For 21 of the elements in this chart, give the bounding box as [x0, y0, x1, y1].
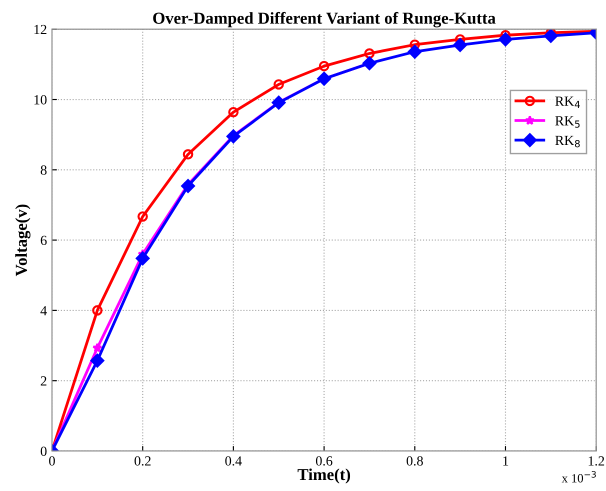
chart-title: Over-Damped Different Variant of Runge-Kutta: [153, 12, 496, 28]
y-tick-label: 6: [40, 236, 47, 246]
y-tick-label: 0: [40, 446, 47, 456]
y-tick-label: 10: [34, 95, 47, 104]
y-tick-label: 4: [40, 306, 47, 316]
legend-label: RK$_{4}$: [555, 96, 580, 108]
x-tick-label: 0.6: [316, 456, 332, 466]
x-tick-label: 0.4: [225, 456, 242, 466]
y-axis-title: Voltage(v): [15, 204, 30, 276]
text: x 10$^{−3}$: [562, 471, 596, 482]
y-tick-label: 8: [40, 165, 47, 175]
legend-label: RK$_{5}$: [555, 116, 580, 128]
x-tick-label: 0.2: [134, 456, 151, 466]
legend-label: RK$_{8}$: [555, 136, 580, 148]
y-tick-label: 2: [40, 376, 46, 386]
x-tick-label: 0.8: [406, 456, 423, 466]
x-tick-label: 1: [503, 456, 508, 466]
x-axis-title: Time(t): [298, 468, 350, 484]
x-tick-label: 0: [49, 456, 55, 466]
x-tick-label: 1.2: [588, 456, 604, 466]
y-tick-label: 12: [34, 24, 46, 34]
